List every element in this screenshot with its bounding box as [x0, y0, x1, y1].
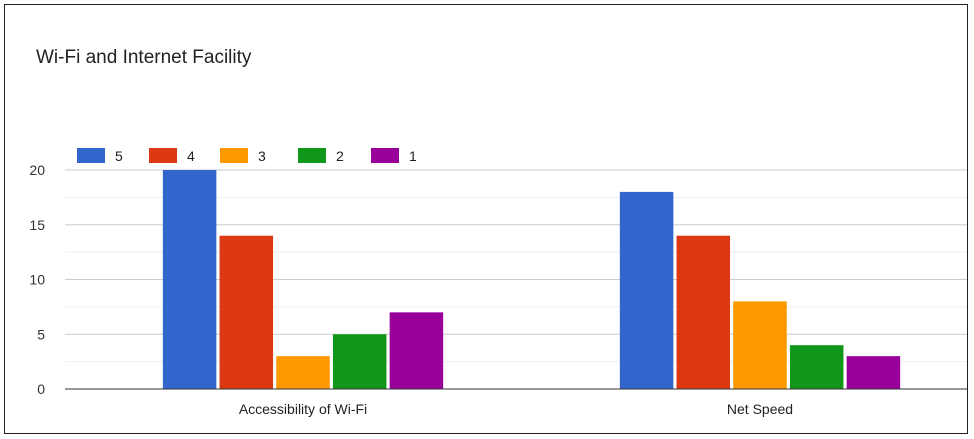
legend-label: 5: [115, 148, 123, 164]
chart-title: Wi-Fi and Internet Facility: [36, 47, 252, 68]
legend-item-3: 3: [220, 148, 266, 164]
bar-series-4-cat-0: [219, 235, 274, 389]
legend-label: 1: [409, 148, 417, 164]
legend-item-2: 2: [298, 148, 344, 164]
y-tick-label: 20: [29, 162, 45, 178]
y-tick-label: 5: [37, 326, 45, 342]
chart-frame: Wi-Fi and Internet Facility 0 5 10 15 20 Acc…: [4, 4, 968, 434]
bar-series-5-cat-1: [619, 191, 674, 389]
x-category-label: Net Speed: [727, 401, 793, 417]
y-tick-label: 0: [37, 381, 45, 397]
legend-swatch: [298, 148, 326, 163]
bar-series-2-cat-0: [332, 334, 387, 389]
y-axis-ticks: 0 5 10 15 20: [29, 162, 45, 397]
legend-item-1: 1: [371, 148, 417, 164]
x-category-label: Accessibility of Wi-Fi: [239, 401, 367, 417]
y-tick-label: 10: [29, 272, 45, 288]
bar-series-5-cat-0: [162, 170, 217, 389]
legend-label: 4: [187, 148, 195, 164]
legend-label: 3: [258, 148, 266, 164]
legend-swatch: [371, 148, 399, 163]
bar-series-4-cat-1: [676, 235, 731, 389]
bar-series-1-cat-1: [846, 356, 901, 389]
x-axis-categories: Accessibility of Wi-Fi Net Speed: [239, 401, 793, 417]
legend-item-4: 4: [149, 148, 195, 164]
legend-swatch: [220, 148, 248, 163]
legend-item-5: 5: [77, 148, 123, 164]
legend-swatch: [77, 148, 105, 163]
legend-label: 2: [336, 148, 344, 164]
legend: 5 4 3 2 1: [77, 148, 417, 164]
bar-series-3-cat-0: [276, 356, 330, 389]
y-tick-label: 15: [29, 217, 45, 233]
bar-series-3-cat-1: [733, 301, 787, 389]
legend-swatch: [149, 148, 177, 163]
bar-series-1-cat-0: [389, 312, 444, 389]
bar-series-2-cat-1: [789, 345, 844, 389]
bar-layer: [162, 170, 901, 389]
